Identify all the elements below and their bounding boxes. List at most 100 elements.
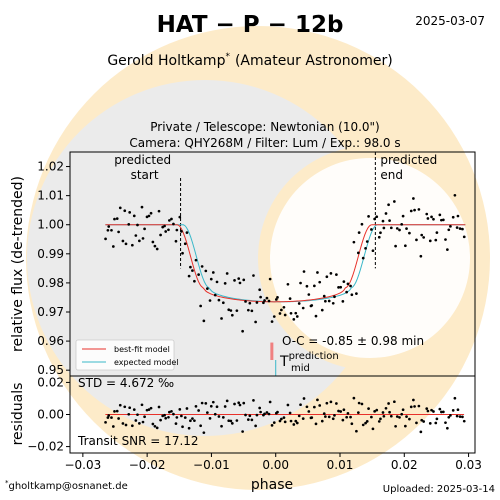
residual-point [180, 414, 183, 418]
main-y-tick-label: 0.98 [37, 276, 64, 290]
residual-point [432, 410, 435, 413]
residual-point [259, 410, 262, 414]
residual-point [107, 414, 111, 417]
residual-point [164, 416, 168, 420]
residual-point [292, 423, 296, 426]
flux-point [401, 214, 405, 218]
residual-point [263, 412, 266, 416]
flux-point [357, 251, 360, 255]
flux-point [136, 223, 139, 227]
residual-point [305, 405, 309, 409]
oc-bar [270, 342, 274, 360]
observer-line: Gerold Holtkamp* (Amateur Astronomer) [107, 52, 392, 69]
x-tick-label: −0.01 [193, 458, 230, 472]
flux-point [375, 215, 379, 219]
flux-point [149, 211, 153, 215]
residual-point [121, 422, 125, 425]
flux-point [104, 237, 107, 241]
flux-point [442, 218, 445, 222]
flux-point [373, 217, 376, 221]
flux-point [297, 302, 301, 305]
residual-point [282, 416, 286, 419]
residual-point [299, 403, 302, 407]
predicted-start-line2: start [131, 168, 159, 182]
residual-point [324, 415, 327, 418]
email-text: gholtkamp@osnanet.de [9, 481, 128, 492]
main-y-tick-label: 1.01 [37, 189, 64, 203]
residual-point [252, 399, 255, 402]
residual-point [270, 424, 274, 427]
flux-point [221, 301, 225, 305]
flux-point [134, 234, 138, 237]
flux-point [377, 235, 381, 239]
tmid-sup: prediction [289, 351, 339, 362]
flux-point [394, 244, 397, 248]
residual-point [268, 400, 272, 404]
residual-point [420, 418, 424, 422]
flux-point [381, 219, 385, 223]
residual-point [444, 421, 447, 425]
main-plot-panel: 0.95 0.96 0.97 0.98 0.99 1.00 1.01 1.02 relativ… [10, 151, 476, 377]
residual-point [394, 424, 397, 428]
flux-point [327, 299, 331, 303]
residual-point [193, 419, 196, 423]
flux-point [331, 301, 335, 305]
residual-point [415, 421, 418, 425]
x-tick-label: 0.01 [327, 458, 354, 472]
residual-point [233, 402, 236, 406]
flux-point [107, 225, 111, 228]
chart-title: HAT − P − 12b [157, 12, 344, 38]
residual-point [178, 408, 182, 411]
flux-point [288, 297, 292, 300]
residual-point [395, 415, 399, 418]
x-axis: −0.03 −0.02 −0.01 0.00 0.01 0.02 0.03 [64, 453, 482, 472]
residual-point [229, 419, 233, 423]
residual-point [458, 415, 462, 418]
flux-point [361, 256, 365, 260]
residual-point [371, 427, 375, 431]
residual-point [250, 418, 254, 422]
flux-point [187, 274, 191, 278]
flux-point [211, 271, 215, 274]
flux-point [175, 228, 179, 232]
tmid-annotation: Tprediction mid [279, 351, 339, 374]
flux-point [384, 212, 388, 215]
residual-point [272, 421, 276, 424]
flux-point [242, 278, 246, 282]
flux-point [181, 251, 184, 255]
flux-point [185, 231, 189, 234]
residual-point [349, 415, 352, 419]
flux-point [189, 265, 192, 269]
flux-point [223, 282, 227, 285]
flux-point [389, 226, 393, 230]
residual-point [449, 414, 452, 417]
flux-point [241, 329, 244, 333]
residual-point [345, 415, 348, 419]
best-fit-model-line [105, 224, 466, 303]
flux-point [320, 308, 324, 312]
flux-point [289, 311, 293, 315]
residuals-plot-panel: −0.020.000.02 −0.03 −0.02 −0.01 0.00 0.01 0.0… [10, 375, 482, 493]
residual-point [174, 422, 178, 425]
flux-point [220, 317, 223, 320]
residual-point [115, 409, 119, 413]
flux-point [449, 224, 452, 228]
residual-point [123, 405, 127, 409]
flux-point [230, 313, 234, 317]
residual-point [170, 409, 173, 413]
flux-point [155, 247, 159, 251]
residual-point [302, 397, 306, 400]
flux-point [426, 217, 430, 220]
flux-point [159, 233, 162, 237]
residual-point [456, 408, 460, 412]
residual-point [301, 417, 305, 420]
residual-point [134, 419, 138, 422]
flux-point [265, 296, 269, 300]
residuals-y-tick-label: 0.02 [37, 375, 64, 389]
flux-point [204, 269, 208, 273]
residual-point [149, 406, 153, 410]
residual-point [206, 411, 209, 414]
residual-point [258, 406, 262, 410]
residual-point [172, 412, 175, 416]
flux-point [115, 217, 119, 220]
